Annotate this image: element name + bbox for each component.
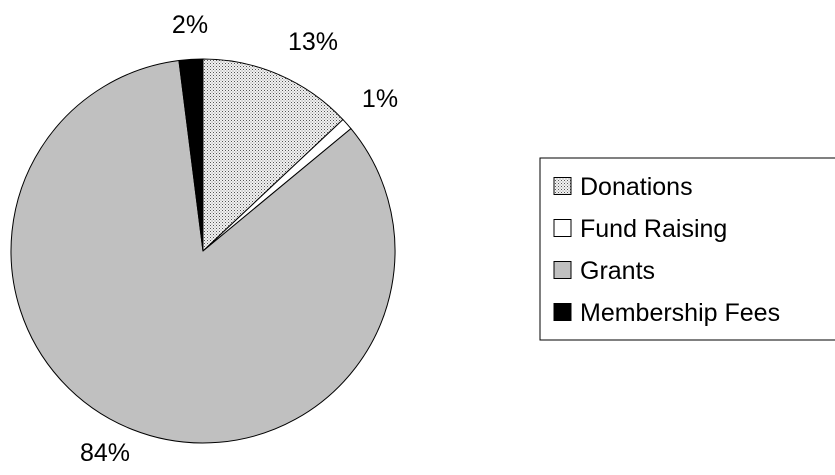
legend: Donations Fund Raising Grants Membership Fe… [539, 157, 835, 341]
legend-swatch-fund-raising [553, 219, 572, 237]
data-label-fund-raising: 1% [362, 85, 398, 113]
legend-label-fund-raising: Fund Raising [580, 215, 727, 243]
pie-slices [10, 58, 396, 444]
legend-swatch-membership-fees [553, 303, 572, 321]
data-label-grants: 84% [80, 439, 130, 467]
data-label-donations: 13% [288, 28, 338, 56]
pie-data-labels: 13% 1% 84% 2% [80, 11, 398, 467]
legend-swatch-grants [553, 261, 572, 279]
legend-label-donations: Donations [580, 173, 693, 201]
pie-slice-grants [10, 60, 396, 444]
pie-slice-membership-fees [178, 58, 204, 252]
legend-swatch-donations [553, 177, 572, 195]
legend-box [539, 157, 835, 341]
data-label-membership-fees: 2% [172, 11, 208, 39]
legend-label-membership-fees: Membership Fees [580, 299, 780, 327]
pie-slice-donations [202, 58, 344, 252]
legend-label-grants: Grants [580, 257, 655, 285]
